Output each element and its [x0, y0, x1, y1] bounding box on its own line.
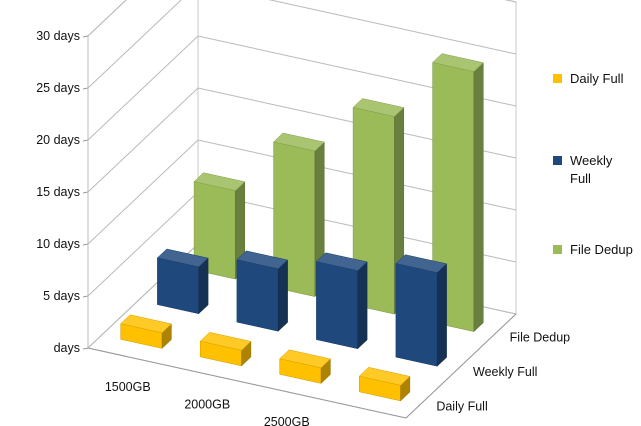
bar-side [436, 263, 447, 367]
y-tick-label: 20 days [36, 133, 80, 147]
x-axis-line [87, 347, 407, 419]
legend-swatch [553, 156, 562, 165]
bar-top [279, 349, 331, 369]
depth-tick-label: File Dedup [510, 330, 570, 344]
legend-swatch [553, 74, 562, 83]
bar-front [157, 257, 199, 315]
bar-top [193, 172, 246, 191]
bar-top [352, 98, 405, 117]
bar-top [156, 248, 209, 268]
bar [193, 172, 246, 280]
bar-side [277, 259, 288, 332]
legend-label: Weekly Full [570, 153, 613, 186]
bar [315, 252, 368, 350]
bar-top [120, 314, 172, 334]
legend-label: File Dedup [570, 242, 633, 257]
x-tick-label: 2500GB [264, 415, 310, 426]
bar [279, 349, 331, 384]
legend-item: File Dedup [553, 242, 633, 257]
bar-top [432, 53, 484, 72]
bar [120, 314, 172, 349]
legend-item: Daily Full [553, 71, 624, 86]
bar-top [236, 250, 289, 270]
bar [358, 367, 411, 402]
bar-side [357, 261, 368, 350]
bar [236, 250, 289, 332]
bar-front [395, 263, 438, 367]
bar-top [199, 332, 252, 351]
gridline [87, 0, 517, 89]
depth-axis-line [405, 313, 517, 419]
y-tick-mark [82, 191, 89, 194]
bar-side [473, 62, 484, 333]
depth-tick-label: Daily Full [436, 400, 487, 414]
legend-swatch [553, 245, 562, 254]
bar [395, 254, 448, 367]
bar-top [315, 252, 368, 271]
bar-side [198, 257, 209, 315]
y-tick-label: 25 days [36, 81, 80, 95]
bar-front [316, 261, 358, 350]
gridline [87, 87, 517, 193]
bar-front [236, 259, 279, 332]
y-tick-label: days [54, 341, 80, 355]
y-tick-label: 30 days [36, 29, 80, 43]
x-tick-label: 2000GB [184, 397, 230, 411]
gridline [87, 35, 517, 141]
gridline [87, 139, 517, 245]
y-tick-label: 15 days [36, 185, 80, 199]
y-tick-mark [82, 35, 89, 38]
bar [199, 332, 252, 367]
bar-top [273, 132, 325, 152]
y-tick-mark [82, 295, 89, 298]
y-tick-mark [82, 87, 89, 90]
y-tick-mark [82, 347, 89, 350]
chart-labels: days 5 days 10 days 15 days 20 days 25 days 30… [36, 29, 570, 426]
y-tick-mark [82, 139, 89, 142]
y-tick-label: 5 days [43, 289, 80, 303]
legend: Daily Full Weekly Full File Dedup [553, 71, 633, 257]
legend-label: Daily Full [570, 71, 624, 86]
chart-bars [120, 53, 484, 402]
y-tick-label: 10 days [36, 237, 80, 251]
bar-top [358, 367, 411, 386]
gridline [87, 0, 517, 37]
bar [156, 248, 209, 315]
legend-item: Weekly Full [553, 153, 613, 186]
x-tick-label: 1500GB [105, 380, 151, 394]
y-tick-mark [82, 243, 89, 246]
depth-tick-label: Weekly Full [473, 365, 537, 379]
bar-top [395, 254, 448, 273]
